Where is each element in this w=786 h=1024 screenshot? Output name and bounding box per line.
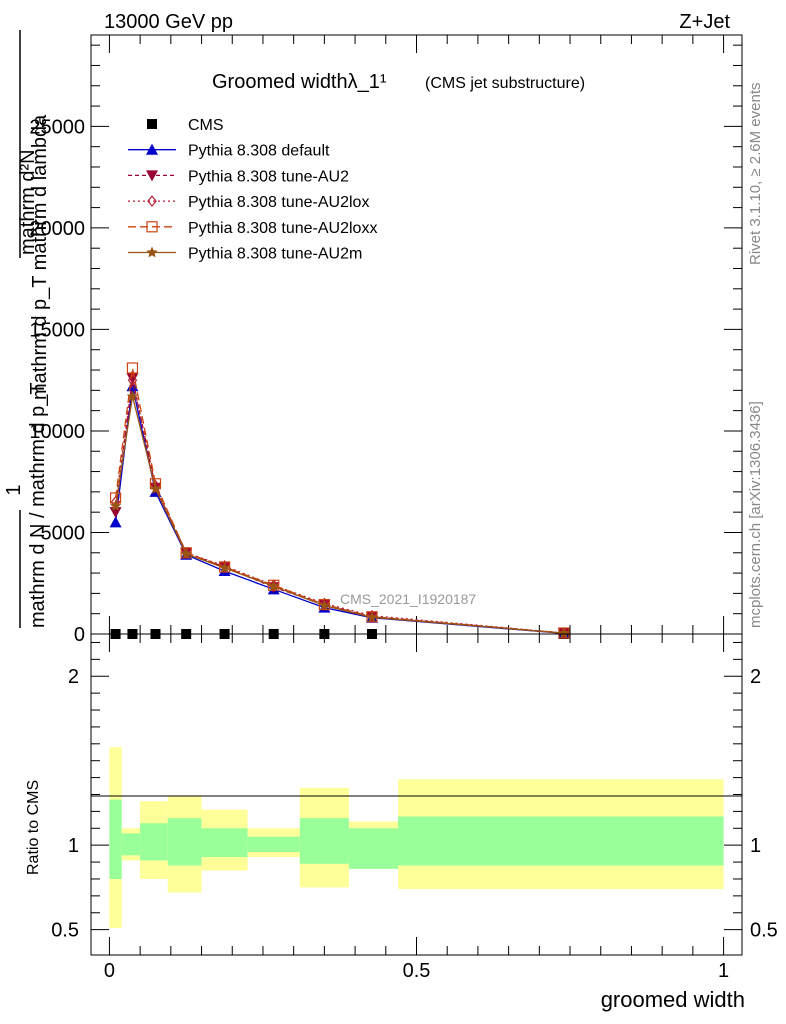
data-point [318,599,331,611]
legend-label: Pythia 8.308 default [188,143,330,160]
legend-entry: Pythia 8.308 default [128,143,330,160]
series-5 [109,390,570,638]
legend: CMS Pythia 8.308 default Pythia 8.308 tune… [128,117,377,263]
data-point [180,547,192,559]
legend-entry: Pythia 8.308 tune-AU2lox [128,194,369,211]
main-y-axis: 0 5000 10000 15000 20000 25000 [29,44,742,646]
data-point [218,562,231,573]
data-point [268,579,280,591]
data-point [126,362,139,374]
ratio-y-tick-label-right: 1 [750,835,761,857]
legend-marker [146,221,158,233]
ratio-band-inner [109,799,122,879]
legend-label: CMS [188,117,224,134]
main-ylabel-line: mathrm d²N [17,149,39,255]
data-point [149,482,162,494]
data-point [109,500,122,511]
ratio-y-tick-label: 1 [68,835,79,857]
legend-marker [147,119,157,129]
ratio-band-inner [167,818,202,866]
header-left: 13000 GeV pp [104,11,233,33]
legend-marker [146,170,158,182]
main-ylabel: mathrm d²N mathrm d p_T mathrm d lambda … [3,30,51,628]
x-tick-label: 1 [718,960,729,982]
data-point [268,580,280,592]
ratio-bands [109,747,724,928]
data-point [127,374,138,387]
legend-label: Pythia 8.308 tune-AU2loxx [188,220,377,237]
data-point [318,598,330,611]
main-ylabel-line: mathrm d N / mathrm d p_T [27,382,49,628]
legend-marker [146,246,158,258]
y-tick-label: 0 [74,624,85,646]
legend-label: Pythia 8.308 tune-AU2 [188,168,349,185]
ratio-y-axis: 0.5 0.5 1 1 2 2 [51,641,778,942]
ratio-y-tick-label-right: 2 [750,666,761,688]
legend-label: Pythia 8.308 tune-AU2lox [188,194,369,211]
ratio-band-inner [140,823,168,861]
chart-title: Groomed widthλ_1¹ [212,71,387,93]
data-point [126,373,139,385]
legend-marker [146,143,158,155]
ratio-band-inner [348,828,399,869]
ratio-band-inner [121,833,141,856]
ratio-band-inner [247,836,300,852]
data-point [219,560,230,572]
x-tick-label: 0 [104,960,115,982]
main-ylabel-line: mathrm d p_T mathrm d lambda [29,114,51,400]
y-tick-label: 25000 [29,116,85,138]
header-right: Z+Jet [679,11,730,33]
legend-entry: Pythia 8.308 tune-AU2 [128,168,349,185]
ratio-y-tick-label: 2 [68,666,79,688]
ratio-band-inner [299,818,349,864]
x-tick-label: 0.5 [403,960,431,982]
ratio-band-inner [201,828,248,858]
ratio-ylabel: Ratio to CMS [25,780,42,875]
ratio-y-tick-label-right: 0.5 [750,920,778,942]
ratio-band-inner [398,816,724,866]
legend-entry: Pythia 8.308 tune-AU2loxx [128,220,377,237]
rivet-label: Rivet 3.1.10, ≥ 2.6M events [747,83,764,266]
y-tick-label: 5000 [41,522,86,544]
y-tick-label: 15000 [29,319,85,341]
y-tick-label: 20000 [29,218,85,240]
data-point [366,611,378,623]
data-point [180,547,192,559]
data-point [218,561,231,573]
legend-label: Pythia 8.308 tune-AU2m [188,246,362,263]
legend-entry: Pythia 8.308 tune-AU2m [128,246,362,263]
data-point [126,390,139,402]
chart-subtitle: (CMS jet substructure) [425,75,585,92]
main-ylabel-line: 1 [3,484,25,495]
analysis-watermark: CMS_2021_I1920187 [340,591,476,607]
data-point [109,516,122,528]
x-axis-label: groomed width [601,987,745,1012]
data-point [367,609,377,622]
ratio-x-axis: 0 0.5 1 [104,634,729,982]
legend-entry: CMS [147,117,224,134]
data-point [319,597,330,610]
legend-marker [147,195,157,208]
main-x-axis [108,35,725,634]
mcplots-label: mcplots.cern.ch [arXiv:1306.3436] [747,401,764,628]
y-tick-label: 10000 [29,421,85,443]
data-point [558,627,570,638]
ratio-y-tick-label: 0.5 [51,920,79,942]
